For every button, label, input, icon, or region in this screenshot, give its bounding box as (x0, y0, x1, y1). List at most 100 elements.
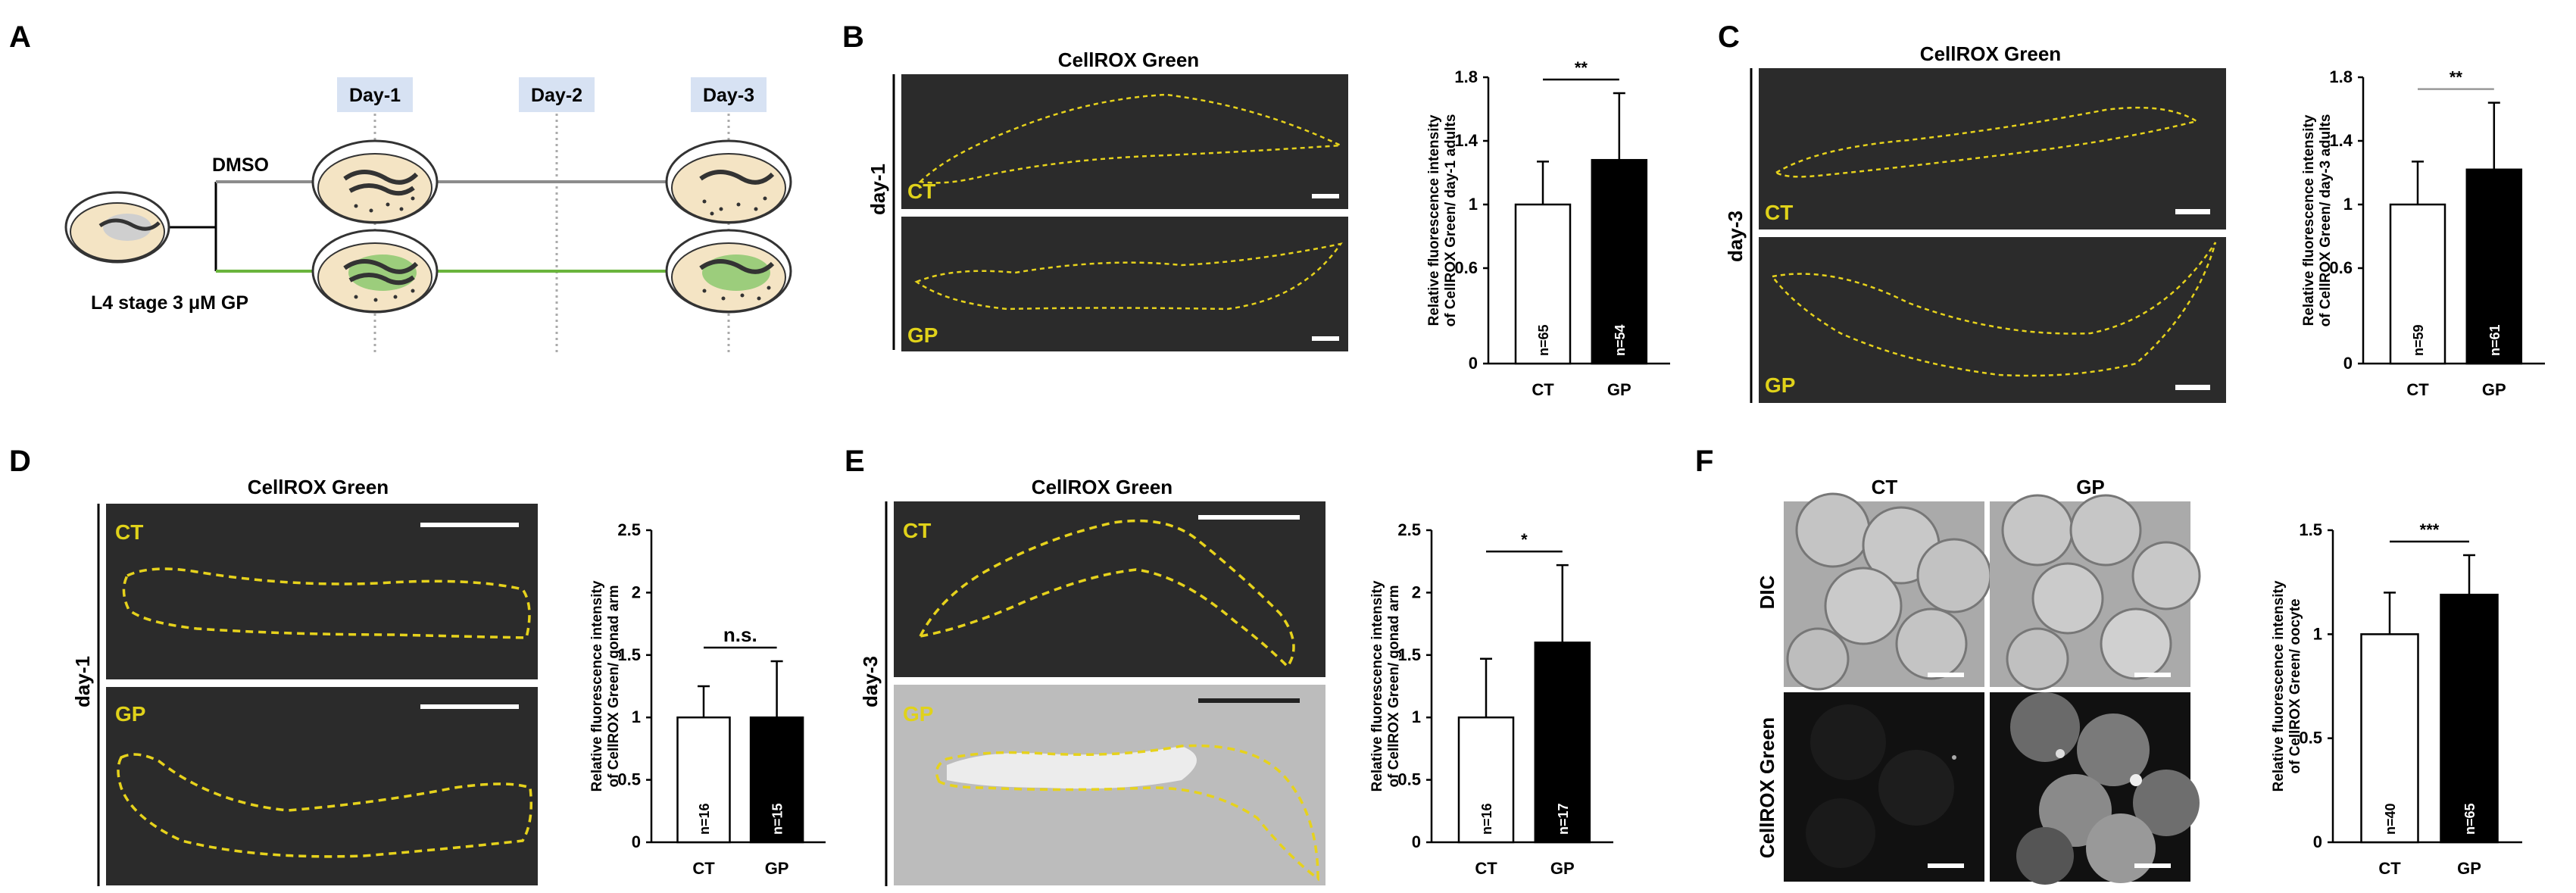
chart-d-ytick-label: 2.5 (617, 520, 641, 539)
chart-f-ytick-label: 1.5 (2299, 520, 2322, 539)
panel-e: E CellROX Green day-3 CT GP 0 0.5 1 1.5 2 2.5… (845, 445, 1613, 886)
gp-day3-plate-icon (665, 229, 792, 314)
day-1-box (337, 77, 413, 112)
chart-b-ytick-label: 0 (1469, 354, 1478, 373)
panel-c-chart: 0 0.6 1 1.4 1.8 Relative fluorescence intensi… (2301, 67, 2545, 399)
chart-e-ytick-label: 1.5 (1397, 645, 1421, 664)
chart-c-bar-ct (2389, 203, 2446, 365)
panel-f-col-gp: GP (2076, 476, 2105, 498)
chart-c-category-label: CT (2406, 380, 2429, 399)
panel-e-gp-gonad-outline (935, 744, 1319, 882)
panel-f-dic-gp-micrograph (1990, 494, 2201, 691)
chart-e-ytick-label: 2.5 (1397, 520, 1421, 539)
day-3-label: Day-3 (703, 85, 754, 106)
panel-f-green-gp-micrograph (1990, 692, 2200, 885)
panel-c: C CellROX Green day-3 CT GP 0 0.6 1 1.4 1.8 R… (1718, 20, 2545, 403)
panel-f-chart: 0 0.5 1 1.5 Relative fluorescence intensity o… (2271, 520, 2522, 878)
panel-label-b: B (842, 20, 864, 54)
chart-e-bar-gp (1534, 642, 1591, 844)
chart-f-ytick-label: 1 (2313, 624, 2322, 643)
panel-e-chart: 0 0.5 1 1.5 2 2.5 Relative fluorescence intens… (1369, 520, 1613, 878)
chart-d-n-label: n=16 (697, 803, 712, 835)
chart-d-category-label: CT (692, 859, 715, 878)
panel-c-row-label: day-3 (1724, 211, 1747, 262)
chart-b-bar-ct (1514, 203, 1572, 365)
chart-e-n-label: n=16 (1479, 803, 1494, 835)
panel-c-ct-label: CT (1765, 201, 1793, 224)
panel-c-gp-micrograph (1759, 237, 2226, 403)
chart-e-ytick-label: 0 (1412, 832, 1421, 851)
chart-b-ylabel-line1: Relative fluorescence intensity (1426, 114, 1442, 326)
panel-b-ct-scale-bar (1312, 194, 1339, 198)
gp-treatment-label: 3 μM GP (173, 292, 248, 314)
chart-c-ytick-label: 0 (2343, 354, 2353, 373)
chart-f-ylabel-line1: Relative fluorescence intensity (2271, 580, 2287, 792)
chart-e-category-label: GP (1550, 859, 1575, 878)
panel-a: A Day-1 Day-2 Day-3 DMSO 3 μM GP L4 stag… (9, 20, 792, 352)
panel-e-ct-label: CT (903, 519, 931, 542)
panel-label-c: C (1718, 20, 1740, 54)
panel-b-ct-label: CT (907, 180, 935, 203)
l4-stage-label: L4 stage (91, 292, 168, 314)
panel-b-gp-label: GP (907, 323, 938, 347)
chart-d-ylabel-line2: of CellROX Green/ gonad arm (606, 585, 622, 787)
panel-c-gp-worm-outline (1770, 242, 2217, 377)
panel-d: D CellROX Green day-1 CT GP 0 0.5 1 1.5 2 2.5… (9, 445, 826, 886)
panel-e-gp-scale-bar (1198, 698, 1300, 703)
chart-b-ytick-label: 1.8 (1454, 67, 1478, 86)
chart-b-ytick-label: 1 (1469, 195, 1478, 214)
chart-f-ylabel-line2: of CellROX Green/ oocyte (2287, 598, 2303, 773)
panel-d-gp-label: GP (115, 702, 145, 726)
day-3-box (691, 77, 767, 112)
panel-b-ct-micrograph (901, 74, 1348, 209)
day-1-label: Day-1 (349, 85, 401, 106)
chart-d-ylabel-line1: Relative fluorescence intensity (589, 580, 605, 792)
panel-c-ct-micrograph (1759, 68, 2226, 229)
panel-label-f: F (1695, 445, 1713, 478)
chart-d-bar-ct (676, 716, 731, 844)
panel-b-gp-worm-outline (914, 242, 1343, 311)
chart-e-ytick-label: 2 (1412, 582, 1421, 601)
panel-c-gp-label: GP (1765, 373, 1795, 397)
panel-b-gp-scale-bar (1312, 336, 1339, 341)
panel-e-ct-gonad-outline (917, 519, 1295, 669)
panel-label-d: D (9, 445, 31, 478)
chart-d-significance-label: n.s. (723, 623, 757, 646)
chart-c-bar-gp (2465, 168, 2523, 365)
panel-b-row-label: day-1 (866, 164, 889, 215)
panel-f-green-ct-micrograph (1784, 692, 1984, 882)
chart-b-n-label: n=65 (1536, 324, 1551, 356)
panel-e-gp-label: GP (903, 702, 933, 726)
chart-f-n-label: n=40 (2383, 803, 2398, 835)
chart-f-bar-gp (2440, 593, 2499, 844)
panel-f-row-dic: DIC (1756, 575, 1778, 609)
panel-d-gp-gonad-outline (117, 753, 532, 858)
chart-c-ylabel-line1: Relative fluorescence intensity (2301, 114, 2317, 326)
panel-b: B CellROX Green day-1 CT GP 0 0.6 1 1.4 1.8 R… (842, 20, 1670, 399)
panel-b-title: CellROX Green (1058, 48, 1199, 71)
panel-c-title: CellROX Green (1920, 42, 2061, 65)
chart-c-ytick-label: 1.8 (2329, 67, 2353, 86)
panel-e-ct-micrograph (894, 501, 1325, 677)
chart-b-category-label: CT (1532, 380, 1554, 399)
chart-b-ytick-label: 0.6 (1454, 258, 1478, 277)
chart-d-bar-gp (749, 716, 804, 844)
panel-f: F CT GP DIC CellROX Green (1695, 445, 2522, 885)
chart-c-ytick-label: 1 (2343, 195, 2353, 214)
panel-b-gp-micrograph (901, 217, 1348, 351)
chart-c-ytick-label: 0.6 (2329, 258, 2353, 277)
panel-label-e: E (845, 445, 865, 478)
chart-d-ytick-label: 1.5 (617, 645, 641, 664)
chart-e-ylabel-line2: of CellROX Green/ gonad arm (1386, 585, 1402, 787)
chart-b-bar-gp (1591, 158, 1648, 365)
chart-e-n-label: n=17 (1556, 803, 1571, 835)
chart-c-n-label: n=59 (2411, 324, 2426, 356)
chart-b-n-label: n=54 (1613, 324, 1628, 356)
chart-e-ytick-label: 1 (1412, 707, 1421, 726)
panel-d-gp-scale-bar (420, 704, 519, 709)
chart-f-category-label: GP (2457, 859, 2481, 878)
chart-b-ylabel-line2: of CellROX Green/ day-1 adults (1443, 114, 1459, 327)
panel-e-gp-gonad-signal (947, 746, 1197, 789)
dmso-day1-plate-icon (311, 139, 439, 224)
